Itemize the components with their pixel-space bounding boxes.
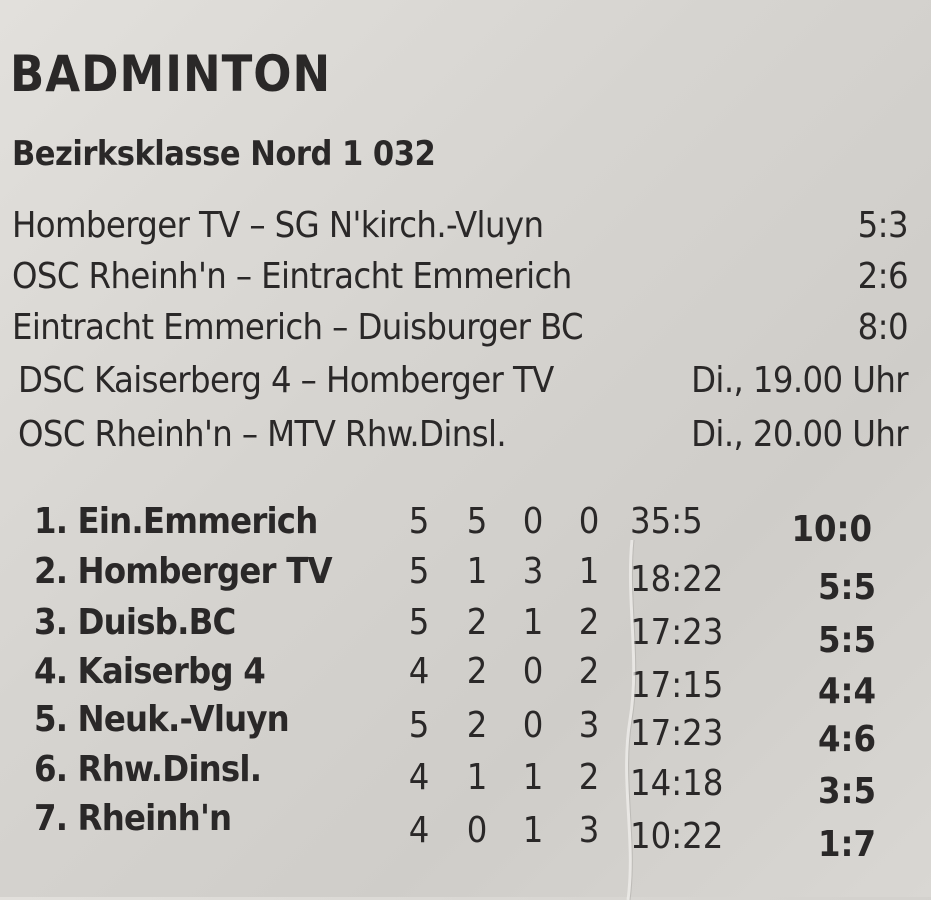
team-name: Rhw.Dinsl. <box>77 749 262 790</box>
match-teams: OSC Rheinh'n – MTV Rhw.Dinsl. <box>18 414 507 455</box>
match-row: Homberger TV – SG N'kirch.-Vluyn 5:3 <box>12 203 909 249</box>
won: 1 <box>466 757 488 798</box>
games: 17:23 <box>630 612 724 653</box>
won: 2 <box>466 651 488 692</box>
rank: 3. <box>34 602 68 643</box>
draw: 3 <box>522 551 544 592</box>
games: 14:18 <box>630 763 724 804</box>
games: 17:23 <box>630 713 724 754</box>
match-teams: DSC Kaiserberg 4 – Homberger TV <box>18 360 554 401</box>
lost: 2 <box>578 602 600 643</box>
lost: 3 <box>578 810 600 851</box>
match-result: 2:6 <box>857 256 909 297</box>
won: 5 <box>466 501 488 542</box>
lost: 1 <box>578 551 600 592</box>
match-teams: Eintracht Emmerich – Duisburger BC <box>12 307 584 348</box>
standings-row: 3. Duisb.BC 5 2 1 2 17:23 5:5 <box>34 598 876 661</box>
won: 0 <box>466 810 488 851</box>
draw: 1 <box>522 810 544 851</box>
played: 5 <box>408 551 430 592</box>
games: 35:5 <box>630 501 703 542</box>
draw: 0 <box>522 651 544 692</box>
played: 5 <box>408 705 430 746</box>
played: 5 <box>408 602 430 643</box>
team-name: Ein.Emmerich <box>77 501 319 542</box>
played: 5 <box>408 501 430 542</box>
draw: 1 <box>522 757 544 798</box>
match-row: OSC Rheinh'n – MTV Rhw.Dinsl. Di., 20.00… <box>18 412 914 458</box>
lost: 0 <box>578 501 600 542</box>
section-title: BADMINTON <box>10 45 332 103</box>
team-name: Neuk.-Vluyn <box>77 699 290 740</box>
match-result: 5:3 <box>857 205 909 246</box>
team-name: Duisb.BC <box>77 602 237 643</box>
league-title: Bezirksklasse Nord 1 032 <box>12 134 436 174</box>
lost: 2 <box>578 757 600 798</box>
match-result: Di., 20.00 Uhr <box>691 414 909 455</box>
won: 2 <box>466 602 488 643</box>
team-name: Rheinh'n <box>77 798 233 839</box>
played: 4 <box>408 651 430 692</box>
match-result: Di., 19.00 Uhr <box>691 360 909 401</box>
standings-row: 5. Neuk.-Vluyn 5 2 0 3 17:23 4:6 <box>34 695 876 760</box>
won: 2 <box>466 705 488 746</box>
played: 4 <box>408 757 430 798</box>
standings-row: 2. Homberger TV 5 1 3 1 18:22 5:5 <box>34 547 876 608</box>
team-name: Kaiserbg 4 <box>77 651 266 692</box>
points: 10:0 <box>791 509 872 550</box>
match-row: OSC Rheinh'n – Eintracht Emmerich 2:6 <box>12 254 909 300</box>
points: 4:4 <box>817 671 876 712</box>
points: 1:7 <box>817 824 876 865</box>
won: 1 <box>466 551 488 592</box>
rank: 4. <box>34 651 68 692</box>
lost: 3 <box>578 705 600 746</box>
standings-row: 1. Ein.Emmerich 5 5 0 0 35:5 10:0 <box>34 497 876 550</box>
standings-row: 6. Rhw.Dinsl. 4 1 1 2 14:18 3:5 <box>34 745 876 812</box>
rank: 6. <box>34 749 68 790</box>
rank: 5. <box>34 699 68 740</box>
draw: 0 <box>522 501 544 542</box>
team-name: Homberger TV <box>77 551 333 592</box>
played: 4 <box>408 810 430 851</box>
points: 5:5 <box>817 620 876 661</box>
rank: 7. <box>34 798 68 839</box>
lost: 2 <box>578 651 600 692</box>
games: 17:15 <box>630 665 724 706</box>
match-teams: OSC Rheinh'n – Eintracht Emmerich <box>12 256 572 297</box>
standings-row: 7. Rheinh'n 4 0 1 3 10:22 1:7 <box>34 794 876 865</box>
match-result: 8:0 <box>857 307 909 348</box>
match-teams: Homberger TV – SG N'kirch.-Vluyn <box>12 205 544 246</box>
points: 3:5 <box>817 771 876 812</box>
draw: 0 <box>522 705 544 746</box>
match-row: DSC Kaiserberg 4 – Homberger TV Di., 19.… <box>18 358 914 404</box>
standings-row: 4. Kaiserbg 4 4 2 0 2 17:15 4:4 <box>34 647 876 712</box>
games: 18:22 <box>630 559 724 600</box>
points: 5:5 <box>817 567 876 608</box>
rank: 2. <box>34 551 68 592</box>
rank: 1. <box>34 501 68 542</box>
games: 10:22 <box>630 816 724 857</box>
draw: 1 <box>522 602 544 643</box>
points: 4:6 <box>817 719 876 760</box>
match-row: Eintracht Emmerich – Duisburger BC 8:0 <box>12 305 909 351</box>
